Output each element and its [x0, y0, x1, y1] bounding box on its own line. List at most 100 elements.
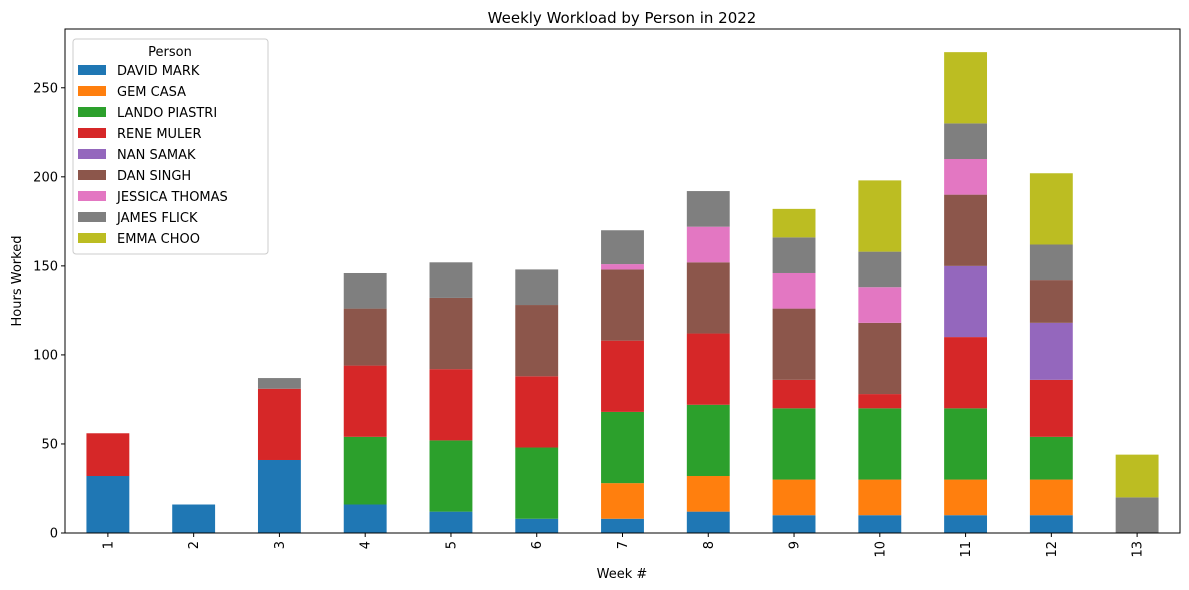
- legend-label: GEM CASA: [117, 85, 186, 100]
- bar-segment: [772, 272, 816, 309]
- bar-segment: [686, 476, 730, 512]
- bar-segment: [601, 269, 644, 341]
- bar-segment: [601, 518, 644, 533]
- legend: Person DAVID MARK GEM CASA LANDO PIASTRI RE…: [72, 38, 269, 255]
- bar-segment: [858, 251, 902, 288]
- bar-segment: [772, 515, 816, 533]
- bar-segment: [772, 408, 816, 480]
- legend-label: LANDO PIASTRI: [117, 106, 217, 121]
- bar-segment: [257, 378, 301, 389]
- bar-segment: [944, 123, 988, 160]
- bar-segment: [944, 408, 988, 480]
- bar-segment: [257, 459, 301, 533]
- chart-title: Weekly Workload by Person in 2022: [488, 9, 757, 27]
- bar-segment: [944, 52, 988, 124]
- bar-segment: [601, 483, 644, 519]
- bar-segment: [944, 515, 988, 533]
- legend-label: NAN SAMAK: [117, 148, 196, 163]
- bar-segment: [858, 479, 902, 516]
- bar-segment: [343, 308, 387, 366]
- x-tick-label: 1: [101, 541, 116, 549]
- bar-segment: [858, 394, 902, 409]
- bar-segment: [601, 230, 644, 265]
- y-tick-label: 50: [41, 437, 58, 452]
- bar-segment: [858, 287, 902, 323]
- bar-segment: [1115, 497, 1159, 533]
- x-axis-label: Week #: [597, 567, 648, 582]
- bar-segment: [515, 376, 559, 448]
- y-axis-label: Hours Worked: [10, 236, 25, 327]
- bar-segment: [429, 440, 473, 512]
- bar-segment: [772, 208, 816, 238]
- bar-segment: [858, 322, 902, 395]
- bar-segment: [601, 411, 644, 484]
- bar-segment: [944, 159, 988, 195]
- bar-segment: [343, 365, 387, 437]
- legend-swatch: [78, 233, 106, 243]
- bar-segment: [86, 433, 130, 477]
- bar-segment: [429, 369, 473, 441]
- bar-segment: [772, 479, 816, 516]
- bar-segment: [1029, 173, 1073, 245]
- legend-swatch: [78, 86, 106, 96]
- bar-segment: [944, 194, 988, 266]
- legend-label: RENE MULER: [117, 127, 202, 142]
- legend-swatch: [78, 107, 106, 117]
- bar-segment: [343, 436, 387, 505]
- legend-label: JAMES FLICK: [116, 211, 198, 226]
- bar-segment: [944, 479, 988, 516]
- bar-segment: [343, 272, 387, 309]
- bar-segment: [429, 297, 473, 370]
- x-tick-label: 11: [959, 541, 974, 558]
- legend-label: DAN SINGH: [117, 169, 191, 184]
- bar-segment: [86, 476, 130, 533]
- x-tick-label: 5: [444, 541, 459, 549]
- bar-segment: [601, 340, 644, 412]
- x-tick-label: 4: [359, 541, 374, 549]
- bar-segment: [1029, 244, 1073, 281]
- bar-segment: [944, 265, 988, 338]
- bar-segment: [515, 269, 559, 306]
- legend-swatch: [78, 170, 106, 180]
- x-tick-label: 7: [616, 541, 631, 549]
- bar-segment: [515, 518, 559, 533]
- y-tick-label: 0: [50, 527, 58, 542]
- bar-segment: [686, 226, 730, 263]
- x-tick-label: 9: [788, 541, 803, 549]
- bar-segment: [429, 511, 473, 533]
- bar-segment: [343, 504, 387, 533]
- bar-segment: [1029, 379, 1073, 437]
- bar-segment: [515, 447, 559, 519]
- legend-swatch: [78, 212, 106, 222]
- legend-swatch: [78, 128, 106, 138]
- bar-segment: [515, 305, 559, 377]
- y-tick-label: 200: [33, 170, 58, 185]
- bar-segment: [429, 262, 473, 298]
- y-tick-label: 250: [33, 81, 58, 96]
- x-tick-label: 3: [273, 541, 288, 549]
- bar-segment: [858, 408, 902, 480]
- legend-box: [72, 38, 269, 255]
- legend-label: DAVID MARK: [117, 64, 200, 79]
- legend-swatch: [78, 191, 106, 201]
- bar-segment: [858, 180, 902, 252]
- bar-segment: [172, 504, 216, 533]
- bar-segment: [257, 388, 301, 460]
- bar-segment: [686, 333, 730, 405]
- bar-segment: [1029, 515, 1073, 533]
- bar-segment: [686, 191, 730, 227]
- bar-segment: [1029, 280, 1073, 323]
- bar-segment: [944, 337, 988, 409]
- bars: [86, 52, 1159, 533]
- x-tick-label: 13: [1131, 541, 1146, 558]
- legend-swatch: [78, 149, 106, 159]
- bar-segment: [1029, 436, 1073, 480]
- bar-segment: [1115, 454, 1159, 498]
- legend-title: Person: [148, 45, 192, 60]
- bar-segment: [772, 379, 816, 409]
- bar-segment: [601, 264, 644, 270]
- x-tick-label: 8: [702, 541, 717, 549]
- bar-segment: [686, 262, 730, 334]
